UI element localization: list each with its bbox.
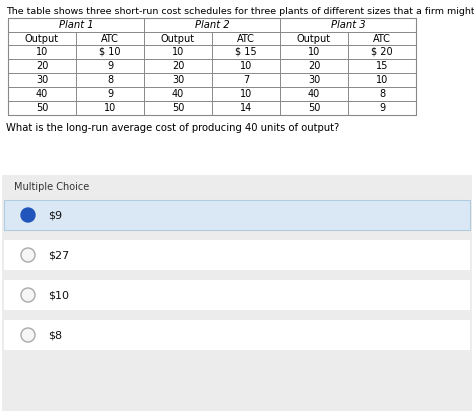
Bar [212,73,280,87]
Bar [144,101,212,115]
Text: 9: 9 [107,89,113,99]
Text: 9: 9 [379,103,385,113]
Text: $27: $27 [48,250,69,260]
Bar [280,32,348,45]
Bar [144,73,212,87]
Bar [144,18,280,32]
Text: 20: 20 [36,61,48,71]
Bar [4,320,470,350]
Text: $9: $9 [48,210,62,220]
Circle shape [21,328,35,342]
Text: 14: 14 [240,103,252,113]
Text: 10: 10 [240,89,252,99]
Text: Plant 3: Plant 3 [331,20,365,30]
Text: $ 15: $ 15 [235,47,257,57]
Bar [212,32,280,45]
Bar [76,73,144,87]
Text: 50: 50 [172,103,184,113]
Text: Output: Output [297,33,331,43]
Text: 50: 50 [36,103,48,113]
Text: What is the long-run average cost of producing 40 units of output?: What is the long-run average cost of pro… [6,123,339,133]
Bar [76,32,144,45]
Bar [144,59,212,73]
Text: 30: 30 [308,75,320,85]
Text: 7: 7 [243,75,249,85]
Text: 40: 40 [308,89,320,99]
Bar [212,59,280,73]
Text: 40: 40 [36,89,48,99]
Bar [280,73,348,87]
Bar [212,101,280,115]
Circle shape [21,248,35,262]
Text: $8: $8 [48,330,62,340]
Text: 20: 20 [308,61,320,71]
Bar [348,101,416,115]
Text: 50: 50 [308,103,320,113]
Text: 10: 10 [36,47,48,57]
Text: Multiple Choice: Multiple Choice [14,182,89,192]
Text: Plant 2: Plant 2 [195,20,229,30]
Bar [8,101,76,115]
Bar [212,87,280,101]
Bar [76,101,144,115]
Text: 9: 9 [107,61,113,71]
Bar [8,32,76,45]
Text: $ 20: $ 20 [371,47,393,57]
Text: Output: Output [25,33,59,43]
Circle shape [21,288,35,302]
Bar [280,59,348,73]
Text: 10: 10 [104,103,116,113]
Bar [4,240,470,270]
Bar [212,45,280,59]
Circle shape [21,208,35,222]
Text: ATC: ATC [373,33,391,43]
Text: The table shows three short-run cost schedules for three plants of different siz: The table shows three short-run cost sch… [6,7,474,16]
Text: $10: $10 [48,290,69,300]
Bar [280,18,416,32]
Text: $ 10: $ 10 [99,47,121,57]
Text: 40: 40 [172,89,184,99]
Bar [280,101,348,115]
Text: ATC: ATC [237,33,255,43]
Text: 30: 30 [36,75,48,85]
Bar [144,87,212,101]
Bar [144,32,212,45]
Bar [348,87,416,101]
Bar [4,280,470,310]
Bar [8,45,76,59]
Text: 10: 10 [308,47,320,57]
Bar [348,32,416,45]
Text: 8: 8 [379,89,385,99]
Text: ATC: ATC [101,33,119,43]
Bar [8,73,76,87]
Text: 20: 20 [172,61,184,71]
Bar [8,18,416,115]
Bar [4,200,470,230]
Bar [348,59,416,73]
Text: 30: 30 [172,75,184,85]
Text: Output: Output [161,33,195,43]
Bar [76,87,144,101]
Bar [144,45,212,59]
Bar [348,45,416,59]
Bar [76,59,144,73]
Bar [2,175,472,411]
Bar [280,45,348,59]
Bar [8,59,76,73]
Text: 8: 8 [107,75,113,85]
Text: 10: 10 [172,47,184,57]
Text: 10: 10 [240,61,252,71]
Text: 15: 15 [376,61,388,71]
Text: Plant 1: Plant 1 [59,20,93,30]
Bar [280,87,348,101]
Text: 10: 10 [376,75,388,85]
Bar [8,18,144,32]
Bar [8,87,76,101]
Bar [76,45,144,59]
Bar [348,73,416,87]
